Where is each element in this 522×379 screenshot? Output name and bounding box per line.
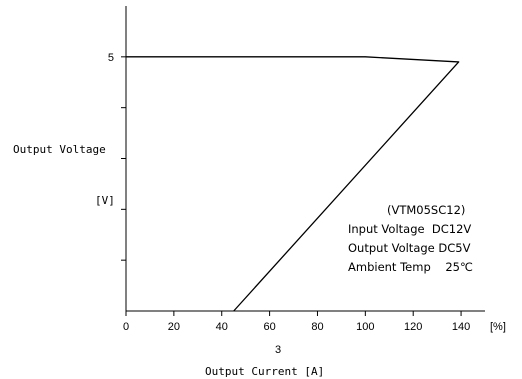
y-axis-unit: [V]: [95, 194, 115, 207]
annotation-input-voltage: Input Voltage DC12V: [348, 222, 471, 236]
annotation-output-voltage: Output Voltage DC5V: [348, 241, 471, 255]
x-tick-label: 60: [263, 321, 275, 333]
y-tick-label: 5: [108, 52, 114, 64]
x-tick-label: 140: [452, 321, 470, 333]
x-tick-label: 80: [311, 321, 323, 333]
x-tick-label: 120: [404, 321, 422, 333]
annotation-model: (VTM05SC12): [387, 203, 465, 217]
tick-marks: [121, 56, 462, 316]
x-tick-label: 0: [123, 321, 129, 333]
annotation-ambient-temp: Ambient Temp 25℃: [348, 260, 473, 274]
series-line: [126, 56, 460, 312]
x-axis-label: Output Current [A]: [205, 365, 324, 378]
series-group: [126, 56, 460, 312]
annotation-box: (VTM05SC12) Input Voltage DC12V Output V…: [348, 203, 473, 274]
tick-labels: 5 0 20 40 60 80 100 120 140: [108, 52, 470, 333]
x-tick-label: 40: [216, 321, 228, 333]
x-secondary-tick-label: 3: [275, 344, 281, 356]
x-axis-unit: [%]: [490, 321, 506, 333]
y-axis-label: Output Voltage: [13, 143, 106, 156]
x-tick-label: 100: [356, 321, 374, 333]
x-tick-label: 20: [168, 321, 180, 333]
